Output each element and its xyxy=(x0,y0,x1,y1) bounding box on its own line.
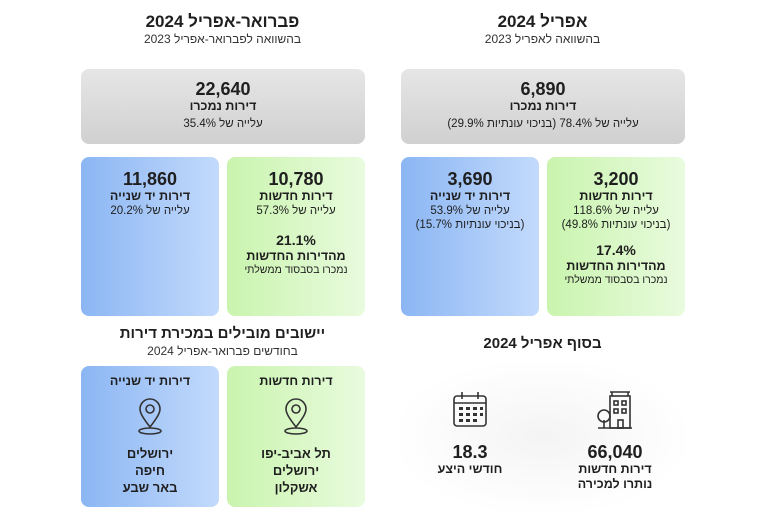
leading-new-city-3: אשקלון xyxy=(274,480,318,495)
feb-apr-total-value: 22,640 xyxy=(195,79,251,99)
building-icon xyxy=(597,391,632,429)
leading-cities-title: יישובים מובילים במכירת דירות xyxy=(119,325,326,342)
leading-new-card: דירות חדשות תל אביב-יפו ירושלים אשקלון xyxy=(227,366,365,507)
feb-apr-total-change: עלייה של 35.4% xyxy=(183,118,263,130)
supply-months-label: חודשי היצע xyxy=(437,462,503,476)
feb-apr-new-subsidy-pct: 21.1% xyxy=(276,232,316,248)
feb-apr-second-hand-label: דירות יד שנייה xyxy=(109,189,191,203)
leading-cities-header: יישובים מובילים במכירת דירות בחודשים פבר… xyxy=(80,324,365,358)
april-total-change: עלייה של 78.4% (בניכוי עונתיות 29.9%) xyxy=(447,118,639,130)
feb-apr-new-subsidy-label: מהדירות החדשות xyxy=(246,249,346,263)
feb-apr-second-hand-card: 11,860 דירות יד שנייה עלייה של 20.2% xyxy=(81,157,219,316)
april-new-label: דירות חדשות xyxy=(579,189,653,203)
location-pin-icon xyxy=(138,398,162,435)
feb-apr-title: פברואר-אפריל 2024 xyxy=(145,12,300,31)
supply-months-block: 18.3 חודשי היצע xyxy=(415,390,525,477)
april-second-hand-seasonal: (בניכוי עונתיות 15.7%) xyxy=(415,219,525,231)
april-total-value: 6,890 xyxy=(520,79,566,99)
feb-apr-total-label: דירות נמכרו xyxy=(189,99,257,113)
april-new-subsidy-label: מהדירות החדשות xyxy=(566,259,666,273)
april-header: אפריל 2024 בהשוואה לאפריל 2023 xyxy=(400,12,685,46)
leading-second-hand-label: דירות יד שנייה xyxy=(109,374,191,388)
april-new-subsidy-pct: 17.4% xyxy=(596,242,636,258)
april-total-card: 6,890 דירות נמכרו עלייה של 78.4% (בניכוי… xyxy=(401,69,685,144)
feb-apr-second-hand-value: 11,860 xyxy=(122,169,178,189)
april-new-card: 3,200 דירות חדשות עלייה של 118.6% (בניכו… xyxy=(547,157,685,316)
april-new-seasonal: (בניכוי עונתיות 49.8%) xyxy=(561,219,671,231)
unsold-label-2: נותרו למכירה xyxy=(577,477,653,491)
april-new-value: 3,200 xyxy=(593,169,639,189)
supply-months-value: 18.3 xyxy=(452,442,488,462)
april-second-hand-card: 3,690 דירות יד שנייה עלייה של 53.9% (בני… xyxy=(401,157,539,316)
april-new-subsidy-note: נמכרו בסבסוד ממשלתי xyxy=(564,274,668,286)
feb-apr-subtitle: בהשוואה לפברואר-אפריל 2023 xyxy=(143,32,302,46)
leading-second-hand-city-2: חיפה xyxy=(134,463,166,478)
unsold-apartments-block: 66,040 דירות חדשות נותרו למכירה xyxy=(560,390,670,492)
feb-apr-new-label: דירות חדשות xyxy=(259,189,333,203)
april-new-change: עלייה של 118.6% xyxy=(573,205,659,217)
feb-apr-new-subsidy-note: נמכרו בסבסוד ממשלתי xyxy=(244,264,348,276)
leading-second-hand-card: דירות יד שנייה ירושלים חיפה באר שבע xyxy=(81,366,219,507)
april-second-hand-value: 3,690 xyxy=(447,169,493,189)
calendar-icon xyxy=(453,392,487,427)
april-subtitle: בהשוואה לאפריל 2023 xyxy=(484,32,601,46)
location-pin-icon xyxy=(284,398,308,435)
feb-apr-new-value: 10,780 xyxy=(268,169,324,189)
leading-new-city-2: ירושלים xyxy=(272,463,320,478)
april-total-label: דירות נמכרו xyxy=(509,99,577,113)
feb-apr-header: פברואר-אפריל 2024 בהשוואה לפברואר-אפריל … xyxy=(80,12,365,46)
feb-apr-new-card: 10,780 דירות חדשות עלייה של 57.3% 21.1% … xyxy=(227,157,365,316)
leading-new-label: דירות חדשות xyxy=(259,374,333,388)
feb-apr-new-change: עלייה של 57.3% xyxy=(256,205,336,217)
end-april-panel xyxy=(400,362,685,512)
leading-new-city-1: תל אביב-יפו xyxy=(261,446,331,461)
leading-second-hand-city-1: ירושלים xyxy=(126,446,174,461)
unsold-value: 66,040 xyxy=(587,442,643,462)
feb-apr-second-hand-change: עלייה של 20.2% xyxy=(110,205,190,217)
end-april-title: בסוף אפריל 2024 xyxy=(483,335,602,352)
unsold-label-1: דירות חדשות xyxy=(578,462,652,476)
april-second-hand-label: דירות יד שנייה xyxy=(429,189,511,203)
feb-apr-total-card: 22,640 דירות נמכרו עלייה של 35.4% xyxy=(81,69,365,144)
april-title: אפריל 2024 xyxy=(497,12,588,31)
april-second-hand-change: עלייה של 53.9% xyxy=(430,205,510,217)
leading-second-hand-city-3: באר שבע xyxy=(122,480,178,495)
leading-cities-subtitle: בחודשים פברואר-אפריל 2024 xyxy=(147,344,298,358)
